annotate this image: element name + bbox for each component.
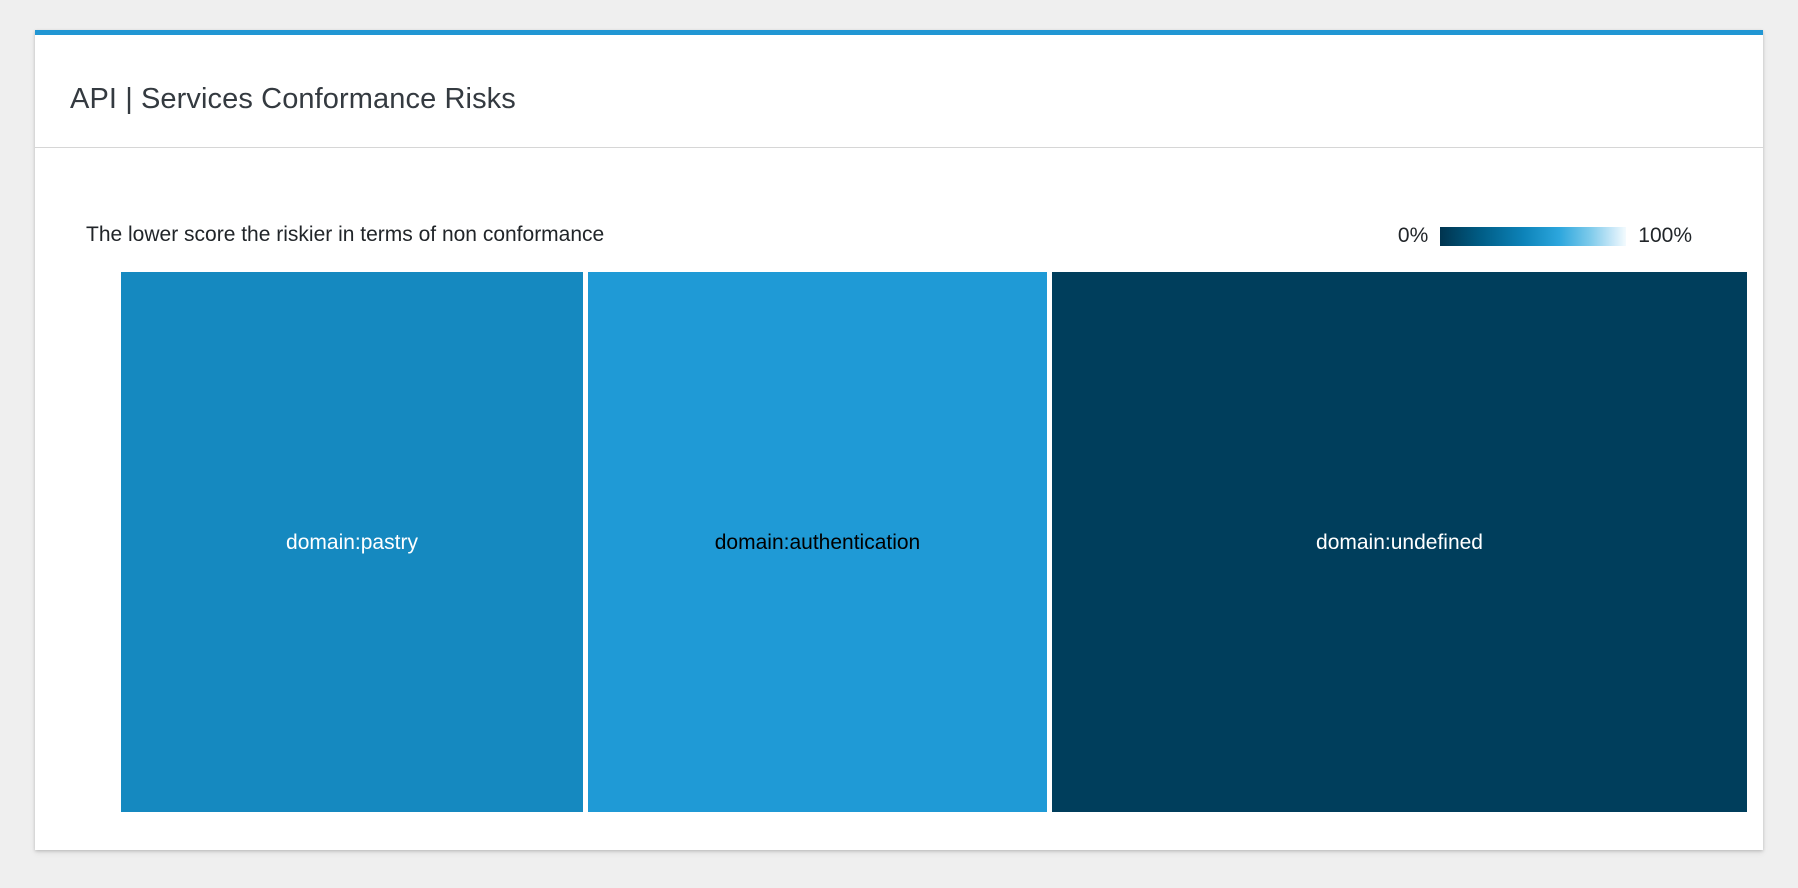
treemap-chart: domain:pastry domain:authentication doma… [121, 272, 1747, 812]
treemap-tile[interactable]: domain:undefined [1052, 272, 1747, 812]
treemap-tile[interactable]: domain:pastry [121, 272, 583, 812]
treemap-tile-label: domain:pastry [286, 530, 418, 554]
card-header: API | Services Conformance Risks [35, 35, 1763, 148]
scale-min-label: 0% [1397, 224, 1429, 247]
color-scale-legend: 0% 100% [1398, 221, 1692, 251]
page-title: API | Services Conformance Risks [70, 83, 516, 115]
treemap-tile-label: domain:authentication [714, 530, 921, 554]
treemap-tile-label: domain:undefined [1316, 530, 1483, 554]
card-body: The lower score the riskier in terms of … [35, 149, 1763, 850]
scale-max-label: 100% [1638, 224, 1692, 247]
legend-caption: The lower score the riskier in terms of … [86, 223, 605, 246]
conformance-risks-card: API | Services Conformance Risks The low… [35, 30, 1763, 850]
color-scale-gradient-bar [1440, 226, 1627, 246]
card-accent-bar [35, 30, 1763, 35]
legend-row: The lower score the riskier in terms of … [86, 221, 1712, 251]
treemap-tile[interactable]: domain:authentication [588, 272, 1047, 812]
